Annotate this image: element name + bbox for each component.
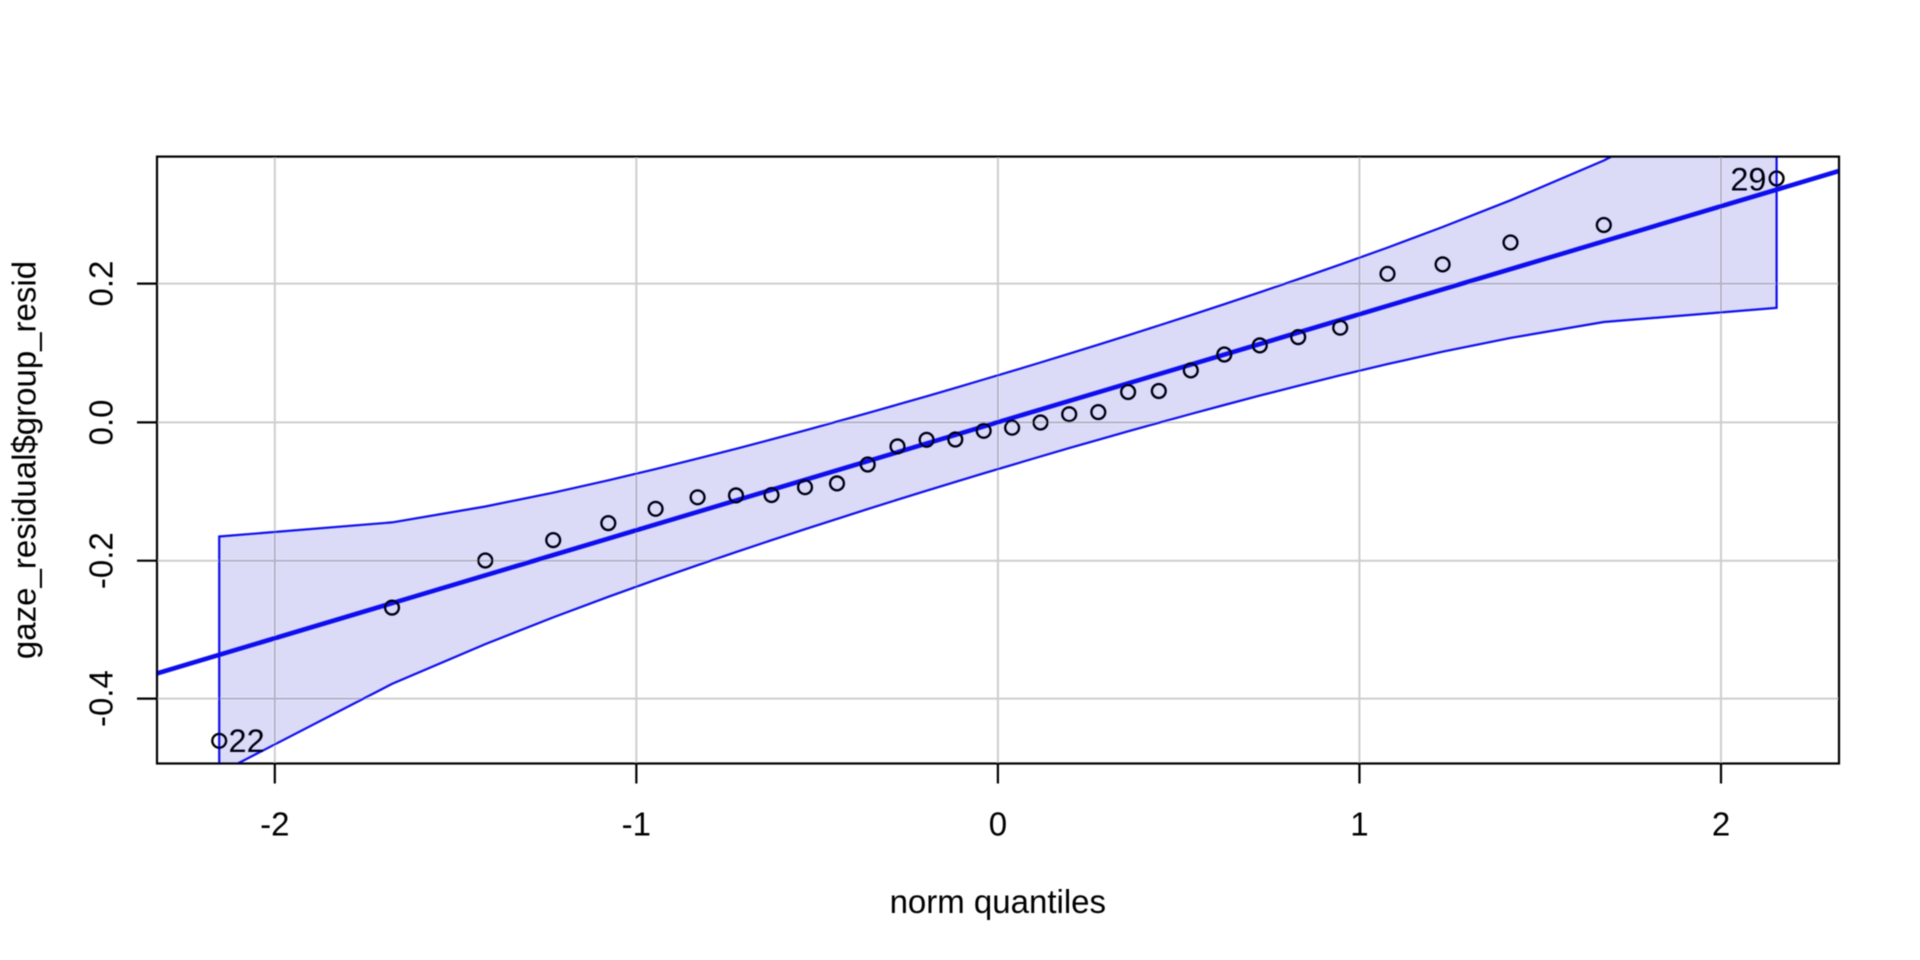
svg-text:-2: -2 xyxy=(260,806,289,843)
svg-text:0: 0 xyxy=(989,806,1007,843)
svg-text:0.2: 0.2 xyxy=(83,261,120,307)
svg-text:29: 29 xyxy=(1730,162,1766,198)
svg-text:-1: -1 xyxy=(622,806,651,843)
svg-text:-0.2: -0.2 xyxy=(83,532,120,589)
svg-text:0.0: 0.0 xyxy=(83,399,120,445)
svg-text:gaze_residual$group_resid: gaze_residual$group_resid xyxy=(6,261,43,659)
svg-text:22: 22 xyxy=(229,723,265,759)
svg-text:norm quantiles: norm quantiles xyxy=(890,883,1106,920)
svg-text:1: 1 xyxy=(1350,806,1368,843)
svg-text:2: 2 xyxy=(1712,806,1730,843)
svg-text:-0.4: -0.4 xyxy=(83,670,120,727)
